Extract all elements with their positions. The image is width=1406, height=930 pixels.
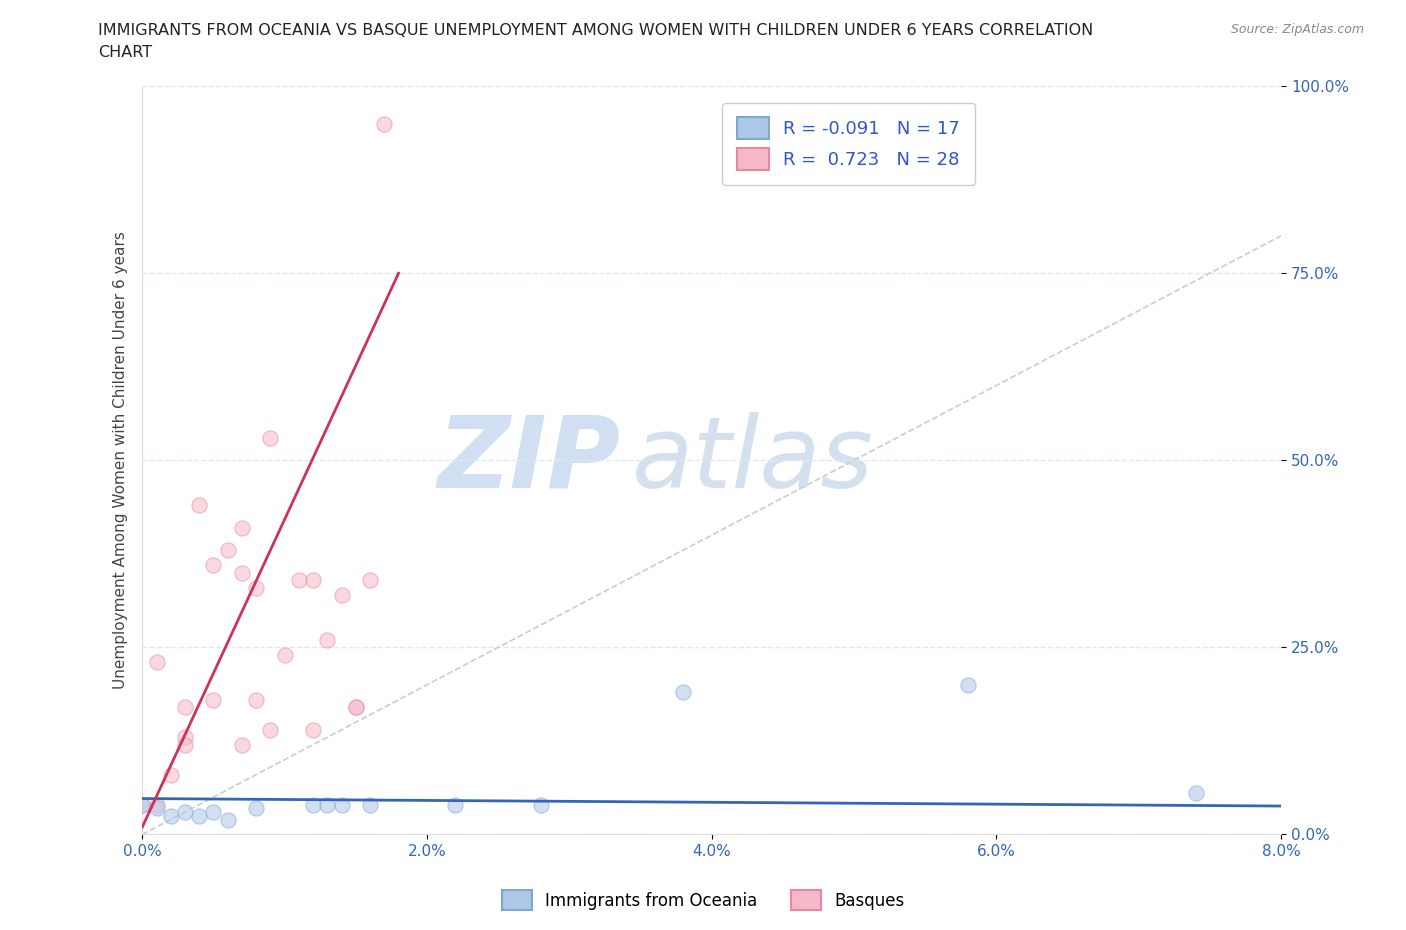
- Point: [302, 573, 325, 588]
- Point: [259, 431, 281, 445]
- Point: [217, 542, 239, 557]
- Point: [245, 801, 267, 816]
- Point: [131, 797, 153, 812]
- Point: [174, 804, 197, 819]
- Text: ZIP: ZIP: [437, 412, 620, 509]
- Point: [672, 684, 695, 699]
- Point: [231, 737, 253, 752]
- Point: [373, 116, 395, 131]
- Point: [231, 520, 253, 535]
- Point: [316, 632, 339, 647]
- Text: CHART: CHART: [98, 45, 152, 60]
- Text: IMMIGRANTS FROM OCEANIA VS BASQUE UNEMPLOYMENT AMONG WOMEN WITH CHILDREN UNDER 6: IMMIGRANTS FROM OCEANIA VS BASQUE UNEMPL…: [98, 23, 1094, 38]
- Point: [174, 699, 197, 714]
- Text: atlas: atlas: [631, 412, 873, 509]
- Point: [131, 797, 153, 812]
- Point: [159, 767, 181, 782]
- Point: [302, 723, 325, 737]
- Y-axis label: Unemployment Among Women with Children Under 6 years: Unemployment Among Women with Children U…: [114, 232, 128, 689]
- Point: [217, 812, 239, 827]
- Point: [444, 797, 467, 812]
- Point: [359, 797, 381, 812]
- Point: [344, 699, 367, 714]
- Point: [245, 692, 267, 707]
- Point: [174, 737, 197, 752]
- Point: [188, 808, 211, 823]
- Text: Source: ZipAtlas.com: Source: ZipAtlas.com: [1230, 23, 1364, 36]
- Point: [145, 801, 167, 816]
- Point: [145, 797, 167, 812]
- Point: [302, 797, 325, 812]
- Point: [159, 808, 181, 823]
- Point: [202, 804, 225, 819]
- Point: [174, 730, 197, 745]
- Point: [188, 498, 211, 512]
- Point: [330, 797, 353, 812]
- Point: [202, 692, 225, 707]
- Point: [344, 699, 367, 714]
- Point: [956, 677, 979, 692]
- Point: [359, 573, 381, 588]
- Point: [145, 655, 167, 670]
- Point: [1184, 786, 1206, 801]
- Point: [316, 797, 339, 812]
- Point: [202, 558, 225, 573]
- Point: [231, 565, 253, 580]
- Point: [273, 647, 295, 662]
- Legend: R = -0.091   N = 17, R =  0.723   N = 28: R = -0.091 N = 17, R = 0.723 N = 28: [723, 102, 974, 184]
- Legend: Immigrants from Oceania, Basques: Immigrants from Oceania, Basques: [495, 884, 911, 917]
- Point: [288, 573, 311, 588]
- Point: [530, 797, 553, 812]
- Point: [259, 723, 281, 737]
- Point: [330, 588, 353, 603]
- Point: [245, 580, 267, 595]
